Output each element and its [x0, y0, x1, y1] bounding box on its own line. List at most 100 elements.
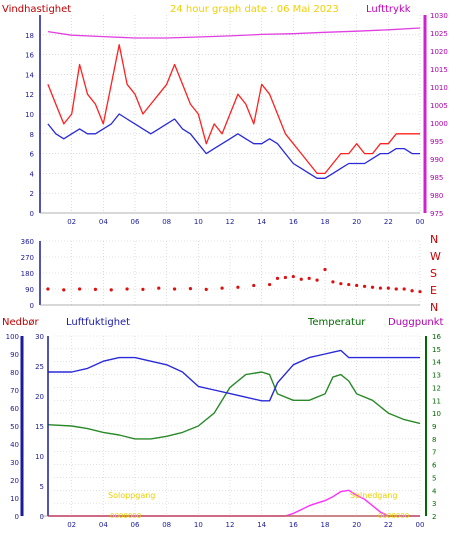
wind-y-tick-label: 4 [30, 170, 35, 178]
direction-point [386, 286, 390, 290]
rain-tick-label: 40 [10, 441, 19, 449]
climate-x-tick-label: 00 [416, 521, 425, 529]
climate-x-tick-label: 22 [384, 521, 393, 529]
direction-point [307, 276, 311, 280]
direction-point [362, 284, 367, 288]
compass-label: S [430, 267, 437, 280]
temperature-tick-label: 14 [432, 359, 441, 367]
climate-grid [54, 335, 421, 517]
direction-y-tick-label: 0 [30, 302, 34, 310]
direction-point [410, 289, 414, 293]
wind-x-tick-label: 00 [416, 218, 425, 226]
climate-x-tick-label: 04 [99, 521, 108, 529]
humidity-tick-label: 25 [35, 363, 44, 371]
rain-tick-label: 10 [10, 495, 19, 503]
wind-x-tick-label: 14 [257, 218, 266, 226]
sunrise-time: 0000000 [110, 512, 141, 520]
temperature-tick-label: 2 [432, 513, 436, 521]
direction-y-tick-label: 360 [21, 238, 34, 246]
wind-x-tick-label: 16 [289, 218, 298, 226]
wind-x-tick-label: 08 [162, 218, 171, 226]
temperature-tick-label: 11 [432, 397, 441, 405]
wind-speed-label: Vindhastighet [2, 4, 71, 15]
temperature-tick-label: 9 [432, 423, 436, 431]
direction-point [418, 290, 422, 294]
direction-point [236, 285, 240, 289]
pressure-tick-label: 1020 [430, 48, 448, 56]
wind-y-tick-label: 0 [30, 210, 34, 218]
pressure-tick-label: 995 [430, 138, 443, 146]
direction-point [188, 287, 193, 291]
temperature-tick-label: 10 [432, 410, 441, 418]
wind-y-tick-label: 12 [25, 91, 34, 99]
temperature-tick-label: 12 [432, 384, 441, 392]
humidity-line [47, 349, 420, 402]
wind-y-tick-label: 8 [30, 131, 34, 139]
humidity-tick-label: 0 [40, 513, 44, 521]
dewpoint-line [47, 489, 420, 517]
temperature-line [47, 371, 421, 440]
wind-x-tick-label: 06 [131, 218, 140, 226]
temperature-tick-label: 6 [432, 462, 437, 470]
wind-x-tick-label: 04 [99, 218, 108, 226]
direction-point [141, 287, 145, 291]
wind-speed-line [47, 113, 420, 179]
rain-label: Nedbør [2, 317, 39, 328]
pressure-tick-label: 975 [430, 210, 443, 218]
direction-point [402, 287, 406, 291]
climate-panel: Nedbør Luftfuktighet Temperatur Duggpunk… [2, 317, 444, 529]
direction-point [204, 287, 208, 291]
wind-x-tick-label: 12 [226, 218, 235, 226]
direction-point [267, 282, 272, 287]
direction-point [77, 287, 82, 291]
rain-tick-label: 60 [10, 405, 19, 413]
climate-x-tick-label: 06 [131, 521, 140, 529]
temperature-tick-label: 13 [432, 372, 441, 380]
climate-x-tick-label: 16 [289, 521, 298, 529]
pressure-tick-label: 1005 [430, 102, 448, 110]
wind-y-tick-label: 10 [25, 111, 34, 119]
direction-point [347, 282, 351, 287]
compass-label: N [430, 301, 438, 314]
pressure-tick-label: 985 [430, 174, 443, 182]
wind-series [47, 27, 421, 179]
direction-y-tick-label: 180 [21, 270, 34, 278]
sunrise-label: Soloppgang [108, 491, 155, 500]
humidity-tick-label: 5 [40, 483, 44, 491]
pressure-label: Lufttrykk [366, 4, 411, 15]
wind-y-tick-label: 16 [25, 52, 34, 60]
rain-tick-label: 70 [10, 387, 19, 395]
wind-y-tick-label: 6 [30, 151, 35, 159]
direction-point [252, 283, 256, 288]
humidity-tick-label: 20 [35, 393, 44, 401]
pressure-tick-label: 1015 [430, 66, 448, 74]
chart-title: 24 hour graph date : 06 Mai 2023 [170, 4, 339, 15]
pressure-tick-label: 990 [430, 156, 443, 164]
direction-point [291, 274, 295, 279]
climate-x-tick-label: 12 [226, 521, 235, 529]
compass-label: E [430, 284, 437, 297]
sunset-label: Solnedgang [350, 491, 397, 500]
sunset-time: 0000000 [378, 512, 409, 520]
direction-y-tick-label: 270 [21, 254, 34, 262]
direction-point [370, 285, 375, 289]
climate-x-tick-label: 10 [194, 521, 203, 529]
rain-tick-label: 80 [10, 369, 19, 377]
direction-point [283, 275, 288, 280]
wind-x-tick-label: 20 [352, 218, 361, 226]
rain-tick-label: 20 [10, 477, 19, 485]
temperature-tick-label: 16 [432, 333, 441, 341]
direction-point [323, 267, 327, 272]
rain-tick-label: 0 [15, 513, 19, 521]
climate-axes: 2 3 4 5 6 7 8 9 10 11 12 13 14 15 16 02 04 06 08 10 12 14 16 18… [6, 333, 442, 529]
temperature-label: Temperatur [307, 317, 366, 328]
pressure-tick-label: 980 [430, 192, 443, 200]
climate-x-tick-label: 20 [352, 521, 361, 529]
direction-point [220, 286, 224, 290]
direction-point [315, 278, 319, 282]
compass-label: N [430, 233, 438, 246]
direction-point [109, 288, 113, 292]
